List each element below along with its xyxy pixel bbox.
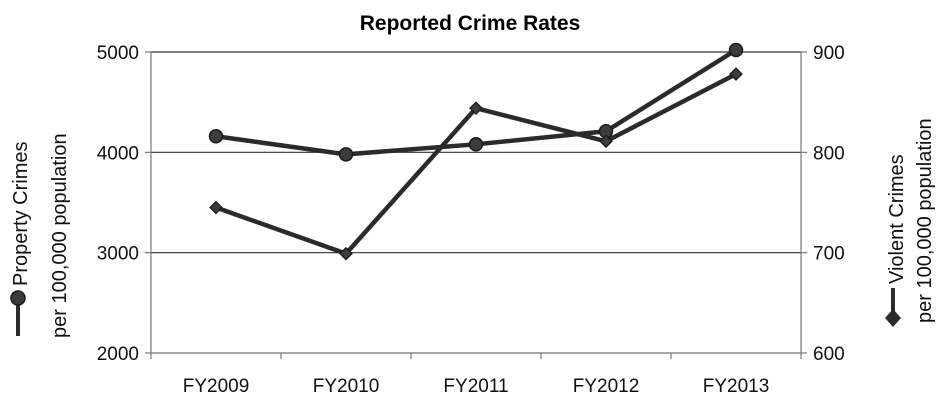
property-crimes-point-FY2009 <box>208 129 224 144</box>
tick-labels: 2000 3000 4000 5000 600 700 800 900 FY2009 FY2010… <box>97 43 845 397</box>
left-tick-label-3000: 3000 <box>97 244 139 265</box>
x-tick-label-FY2011: FY2011 <box>443 376 508 397</box>
left-tick-label-4000: 4000 <box>97 143 139 164</box>
left-axis-title: Property Crimes per 100,000 population <box>10 133 71 338</box>
right-axis-label-line1: Violent Crimes <box>886 154 908 284</box>
right-tick-label-800: 800 <box>813 143 845 164</box>
violent-crimes-point-FY2013 <box>729 67 743 81</box>
property-crimes-point-FY2011 <box>468 137 484 152</box>
gridlines <box>151 51 801 254</box>
right-tick-label-900: 900 <box>813 43 845 64</box>
right-tick-label-700: 700 <box>813 244 845 265</box>
data-series <box>208 42 744 261</box>
x-tick-label-FY2013: FY2013 <box>703 376 770 397</box>
property-legend-marker <box>10 290 26 336</box>
right-axis-label-line2: per 100,000 population <box>914 118 936 323</box>
violent-crimes-point-FY2010 <box>339 246 353 261</box>
x-tick-label-FY2012: FY2012 <box>573 376 640 397</box>
violent-crimes-point-FY2009 <box>209 200 223 215</box>
chart-title: Reported Crime Rates <box>360 12 581 35</box>
violent-legend-marker <box>885 288 901 327</box>
axes <box>145 51 807 359</box>
x-tick-label-FY2010: FY2010 <box>313 376 380 397</box>
right-axis-title: Violent Crimes per 100,000 population <box>885 118 936 327</box>
right-tick-label-600: 600 <box>813 344 845 365</box>
left-tick-label-5000: 5000 <box>97 43 139 64</box>
x-tick-label-FY2009: FY2009 <box>183 376 250 397</box>
left-axis-label-line1: Property Crimes <box>10 142 32 286</box>
violent-crimes-point-FY2012 <box>599 134 613 149</box>
property-crimes-point-FY2010 <box>338 147 354 162</box>
left-axis-label-line2: per 100,000 population <box>49 133 71 338</box>
violent-crimes-point-FY2011 <box>469 101 483 116</box>
left-tick-label-2000: 2000 <box>97 344 139 365</box>
property-crimes-point-FY2013 <box>728 42 744 58</box>
